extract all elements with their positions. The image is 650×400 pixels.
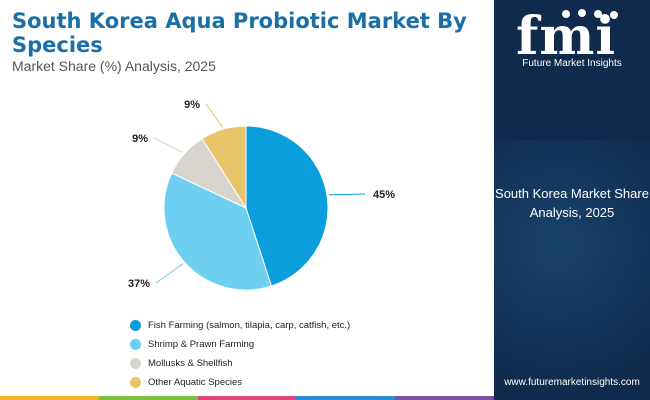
legend-item: Mollusks & Shellfish bbox=[130, 354, 350, 373]
side-label: South Korea Market Share Analysis, 2025 bbox=[495, 186, 649, 220]
pie-slice bbox=[201, 125, 247, 210]
legend-swatch bbox=[130, 377, 141, 388]
legend-item: Shrimp & Prawn Farming bbox=[130, 335, 350, 354]
side-panel: fmi Future Market Insights South Korea M… bbox=[494, 0, 650, 400]
chart-title: South Korea Aqua Probiotic Market By Spe… bbox=[12, 9, 467, 57]
leader-line bbox=[205, 103, 223, 128]
logo-dot-icon bbox=[610, 11, 618, 19]
logo-dot-icon bbox=[578, 9, 586, 17]
bar-segment bbox=[0, 396, 99, 400]
bar-segment bbox=[197, 396, 297, 400]
legend-label: Other Aquatic Species bbox=[148, 377, 242, 388]
brand-color-bar bbox=[0, 396, 494, 400]
bar-segment bbox=[98, 396, 198, 400]
legend-swatch bbox=[130, 339, 141, 350]
chart-panel: South Korea Aqua Probiotic Market By Spe… bbox=[0, 9, 494, 400]
logo-tagline: Future Market Insights bbox=[522, 58, 622, 69]
leader-line bbox=[328, 193, 366, 196]
website-link[interactable]: www.futuremarketinsights.com bbox=[504, 377, 640, 388]
logo-dot-icon bbox=[594, 10, 602, 18]
legend-label: Fish Farming (salmon, tilapia, carp, cat… bbox=[148, 320, 351, 331]
legend-item: Fish Farming (salmon, tilapia, carp, cat… bbox=[130, 316, 350, 335]
pie-slice bbox=[163, 172, 272, 291]
panel-glow bbox=[494, 140, 650, 400]
leader-line bbox=[155, 263, 184, 284]
bar-segment bbox=[296, 396, 396, 400]
legend-label: Shrimp & Prawn Farming bbox=[148, 339, 255, 350]
data-label: 37% bbox=[128, 278, 150, 290]
data-label: 9% bbox=[184, 99, 200, 111]
leader-line bbox=[153, 137, 184, 153]
legend-item: Other Aquatic Species bbox=[130, 373, 350, 392]
legend-label: Mollusks & Shellfish bbox=[148, 358, 233, 369]
pie-slice bbox=[245, 125, 329, 287]
legend-swatch bbox=[130, 320, 141, 331]
legend-swatch bbox=[130, 358, 141, 369]
logo-dot-icon bbox=[562, 10, 570, 18]
chart-legend: Fish Farming (salmon, tilapia, carp, cat… bbox=[130, 316, 350, 392]
fmi-logo: fmi bbox=[516, 6, 617, 67]
bar-segment bbox=[395, 396, 494, 400]
data-label: 45% bbox=[373, 189, 395, 201]
pie-chart: 45% 37% 9% 9% bbox=[128, 99, 395, 291]
data-label: 9% bbox=[132, 133, 148, 145]
chart-subtitle: Market Share (%) Analysis, 2025 bbox=[12, 58, 216, 74]
logo-icons bbox=[562, 9, 618, 19]
